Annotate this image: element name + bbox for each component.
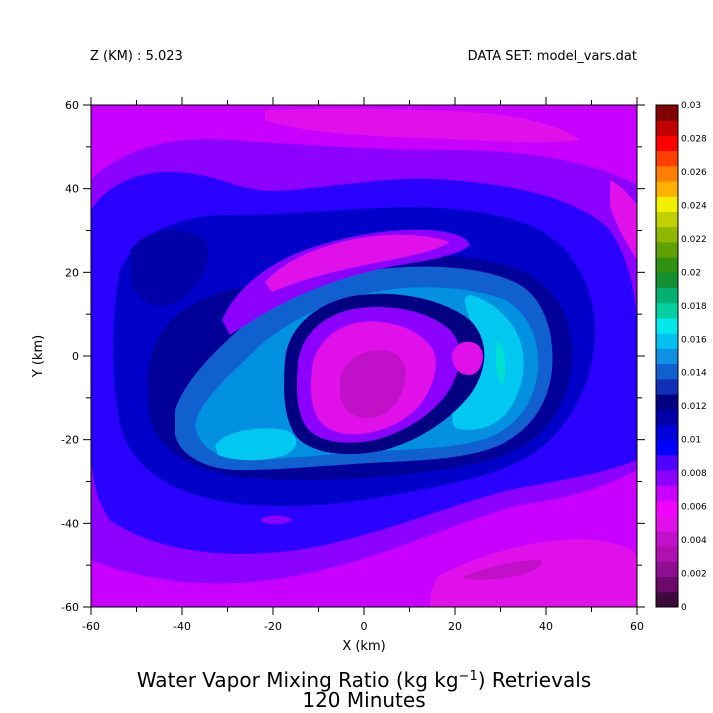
chart-subtitle: 120 Minutes [302,688,425,712]
colorbar-segment [656,561,678,578]
colorbar-segment [656,105,678,121]
contour-left-dark-patch [130,229,209,306]
colorbar-segment [656,454,678,471]
colorbar-label: 0.03 [681,101,701,111]
x-tick-label: -40 [173,620,191,633]
colorbar-segment [656,500,678,517]
colorbar-segment [656,302,678,319]
colorbar-segment [656,363,678,380]
y-tick-label: -40 [61,517,79,530]
colorbar-segment [656,576,678,593]
y-tick-label: 0 [72,350,79,363]
contour-upper-arc-magenta [265,234,450,292]
colorbar-segment [656,591,678,608]
colorbar-frame [655,104,679,608]
colorbar-label: 0.008 [681,469,707,479]
colorbar-label: 0.006 [681,503,707,513]
colorbar-segment [656,135,678,152]
colorbar-segment [656,530,678,547]
z-level-label: Z (KM) : 5.023 [90,49,183,64]
x-tick-label: -60 [82,620,100,633]
colorbar-segment [656,196,678,212]
colorbar-label: 0.018 [681,302,707,312]
colorbar-segment [656,378,678,395]
colorbar-segment [656,485,678,502]
colorbar-segment [656,409,678,425]
colorbar-segment [656,181,678,197]
colorbar-label: 0.028 [681,134,707,144]
colorbar-segment [656,257,678,273]
y-tick-label: -60 [61,601,79,614]
contour-eye-core [340,350,406,419]
colorbar-label: 0.014 [681,369,707,379]
y-tick-label: 40 [65,183,79,196]
colorbar-segment [656,333,678,349]
colorbar-segment [656,287,678,304]
colorbar-segment [656,546,678,562]
contour-eye-secondary [452,341,483,376]
contour-top-magenta [265,108,580,143]
x-tick-label: 60 [630,620,644,633]
colorbar-label: 0.02 [681,268,701,278]
contour-ring-teal [495,340,506,385]
colorbar-segment [656,348,678,365]
x-tick-label: 20 [448,620,462,633]
y-tick-label: -20 [61,434,79,447]
x-axis-label: X (km) [342,639,385,654]
y-axis-label: Y (km) [31,335,46,378]
chart-title: Water Vapor Mixing Ratio (kg kg−1) Retri… [137,668,591,692]
colorbar-label: 0.01 [681,436,701,446]
contour-bottom-purple [462,560,542,580]
colorbar-label: 0.002 [681,570,707,580]
x-tick-label: 0 [361,620,368,633]
x-tick-label: 40 [539,620,553,633]
contour-ring-cyan-left [215,428,297,461]
plot-area [91,105,637,607]
contour-small-violet-patch [262,515,292,525]
colorbar-label: 0 [681,603,687,613]
colorbar-segment [656,424,678,441]
x-tick-label: -20 [264,620,282,633]
colorbar-segment [656,272,678,289]
y-tick-label: 60 [65,99,79,112]
colorbar-label: 0.022 [681,235,707,245]
contour-ring-cyan [452,295,524,430]
colorbar-segment [656,317,678,334]
colorbar-segment [656,241,678,258]
colorbar-segment [656,515,678,532]
colorbar-label: 0.024 [681,201,707,211]
y-tick-label: 20 [65,266,79,279]
colorbar-segment [656,226,678,243]
colorbar: 0 0.002 0.004 0.006 0.008 0.01 0.012 0.014 0.016… [655,101,707,613]
dataset-label: DATA SET: model_vars.dat [468,49,637,64]
colorbar-label: 0.016 [681,335,707,345]
colorbar-segment [656,120,678,136]
colorbar-label: 0.026 [681,168,707,178]
colorbar-segment [656,211,678,228]
y-axis: -60 -40 -20 0 20 40 60 [61,99,645,614]
colorbar-label: 0.012 [681,402,707,412]
colorbar-segment [656,439,678,456]
colorbar-segment [656,470,678,486]
x-axis: -60 -40 -20 0 20 40 60 [82,97,644,633]
contour-right-edge-magenta [610,180,637,260]
colorbar-segment [656,394,678,410]
contour-bottom-magenta [430,539,637,607]
colorbar-segment [656,165,678,182]
colorbar-label: 0.004 [681,536,707,546]
colorbar-segment [656,150,678,167]
